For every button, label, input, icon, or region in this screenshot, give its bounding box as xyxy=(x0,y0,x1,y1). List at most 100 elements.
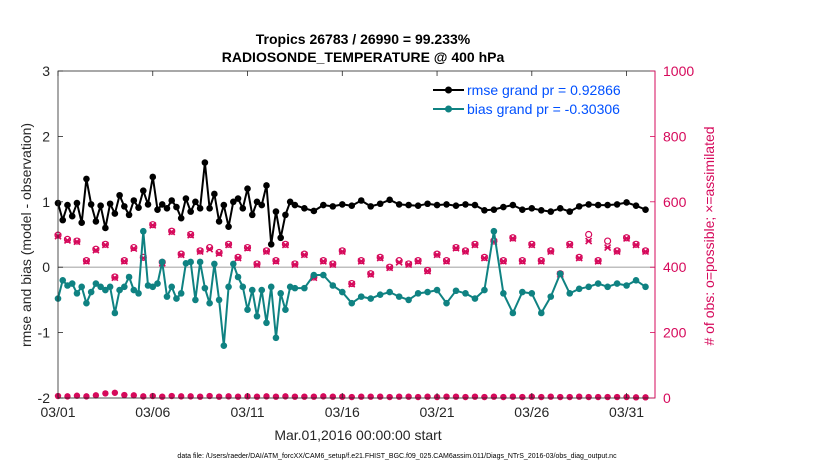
x-tick-label: 03/31 xyxy=(609,404,644,420)
rmse-point xyxy=(500,203,507,211)
obs-bottom-point xyxy=(642,394,649,401)
y-right-tick-label: 0 xyxy=(663,390,671,406)
obs-bottom-point xyxy=(547,393,554,400)
obs-assimilated-point xyxy=(357,257,365,265)
bias-point xyxy=(613,280,621,287)
obs-bottom-point xyxy=(215,393,223,400)
rmse-point xyxy=(267,241,275,248)
obs-bottom-point xyxy=(604,393,611,401)
bias-point xyxy=(215,296,223,304)
obs-assimilated-point xyxy=(414,257,422,265)
obs-bottom-point xyxy=(462,393,469,401)
obs-assimilated-point xyxy=(367,270,375,278)
bias-point xyxy=(196,258,204,266)
obs-bottom-point xyxy=(310,393,318,400)
obs-assimilated-point xyxy=(177,251,185,259)
obs-bottom-point xyxy=(566,393,573,401)
rmse-point xyxy=(187,208,194,215)
rmse-point xyxy=(173,203,180,211)
rmse-point xyxy=(225,223,232,230)
obs-bottom-point xyxy=(187,393,194,400)
obs-assimilated-point xyxy=(338,247,346,256)
obs-assimilated-point xyxy=(225,241,233,249)
rmse-point xyxy=(471,201,479,209)
obs-assimilated-point xyxy=(386,264,394,272)
obs-bottom-point xyxy=(490,393,498,400)
x-axis-label: Mar.01,2016 00:00:00 start xyxy=(274,427,441,443)
rmse-point xyxy=(154,206,161,213)
obs-assimilated-point xyxy=(196,247,204,256)
obs-bottom-point xyxy=(613,393,621,401)
bias-point xyxy=(83,299,90,307)
obs-assimilated-point xyxy=(594,257,602,265)
bias-point xyxy=(206,299,213,307)
bias-point xyxy=(338,288,346,296)
y-right-tick-label: 200 xyxy=(663,325,687,341)
obs-bottom-point xyxy=(386,393,393,401)
obs-bottom-point xyxy=(471,393,479,400)
bias-point xyxy=(376,291,384,298)
bias-point xyxy=(177,290,185,297)
obs-assimilated-point xyxy=(243,244,252,252)
rmse-point xyxy=(301,205,308,212)
obs-assimilated-point xyxy=(319,257,327,265)
rmse-point xyxy=(286,198,294,206)
y-left-tick-label: -1 xyxy=(38,325,51,341)
bias-point xyxy=(481,286,488,294)
bias-point xyxy=(87,288,95,296)
rmse-point xyxy=(258,201,266,209)
bias-point xyxy=(92,280,100,287)
obs-bottom-point xyxy=(263,393,270,400)
rmse-point xyxy=(272,208,280,215)
rmse-point xyxy=(556,205,564,212)
rmse-point xyxy=(395,201,403,208)
rmse-point xyxy=(230,198,237,206)
rmse-point xyxy=(575,203,583,210)
obs-bottom-point xyxy=(348,393,355,401)
rmse-point xyxy=(320,201,327,209)
bias-point xyxy=(367,295,375,302)
rmse-point xyxy=(158,201,166,208)
x-tick-label: 03/11 xyxy=(231,404,265,420)
bias-point xyxy=(632,276,640,284)
legend-box xyxy=(429,77,651,120)
rmse-point xyxy=(244,185,251,193)
rmse-point xyxy=(490,206,498,213)
obs-bottom-point xyxy=(282,393,289,400)
bias-point xyxy=(604,283,611,291)
rmse-point xyxy=(462,201,469,208)
bias-point xyxy=(225,283,232,291)
obs-assimilated-point xyxy=(101,241,109,249)
x-tick-label: 03/06 xyxy=(135,404,170,420)
obs-assimilated-point xyxy=(480,254,488,262)
rmse-point xyxy=(73,199,81,207)
obs-assimilated-point xyxy=(528,241,536,249)
obs-assimilated-point xyxy=(613,247,621,256)
obs-assimilated-point xyxy=(604,244,612,252)
bias-point xyxy=(443,299,450,307)
rmse-point xyxy=(623,199,630,206)
obs-bottom-point xyxy=(557,393,564,401)
rmse-point xyxy=(92,218,100,225)
bias-series xyxy=(54,227,649,349)
obs-assimilated-point xyxy=(461,247,470,256)
obs-assimilated-point xyxy=(111,274,119,282)
obs-assimilated-point xyxy=(395,258,403,266)
obs-bottom-point xyxy=(196,393,204,400)
obs-bottom-point xyxy=(130,392,138,399)
bias-point xyxy=(414,290,422,297)
x-tick-label: 03/21 xyxy=(420,404,455,420)
x-axis: 03/01 03/06 03/11 03/16 03/21 03/26 03/31 xyxy=(40,71,644,420)
bias-point xyxy=(405,296,412,304)
bias-point xyxy=(139,227,147,235)
rmse-point xyxy=(201,159,209,166)
y-axis-left-label: rmse and bias (model - observation) xyxy=(18,123,34,347)
obs-assimilated-point xyxy=(82,257,90,265)
rmse-point xyxy=(585,201,592,208)
rmse-point xyxy=(177,214,185,222)
obs-assimilated-point xyxy=(623,234,631,242)
bias-point xyxy=(163,293,171,300)
rmse-point xyxy=(405,201,412,209)
bias-point xyxy=(97,283,104,291)
obs-possible-point xyxy=(92,245,100,253)
